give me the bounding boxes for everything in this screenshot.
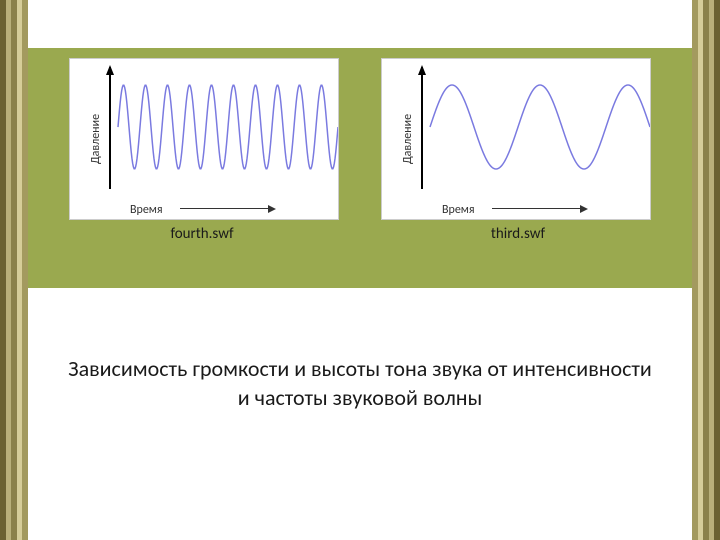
chart-right: Давление Время (381, 58, 651, 220)
left-border-stripes (0, 0, 28, 540)
right-border-stripes (692, 0, 720, 540)
main-text: Зависимость громкости и высоты тона звук… (68, 355, 652, 412)
chart-right-caption[interactable]: third.swf (384, 225, 652, 243)
y-axis-label-left: Давление (89, 114, 103, 164)
chart-left-svg (70, 59, 338, 219)
stripe (714, 0, 720, 540)
content-area: Давление Время Давление Время fourth.swf… (28, 0, 692, 540)
x-axis-label-left: Время (130, 203, 163, 217)
charts-row: Давление Время Давление Время (28, 58, 692, 220)
x-arrow-line (492, 208, 582, 209)
chart-left: Давление Время (69, 58, 339, 220)
x-arrow-line (180, 208, 270, 209)
y-axis-label-right: Давление (401, 114, 415, 164)
x-axis-label-right: Время (442, 203, 475, 217)
x-arrow-head-icon (268, 205, 276, 213)
chart-left-caption[interactable]: fourth.swf (68, 225, 336, 243)
chart-right-svg (382, 59, 650, 219)
x-arrow-head-icon (580, 205, 588, 213)
